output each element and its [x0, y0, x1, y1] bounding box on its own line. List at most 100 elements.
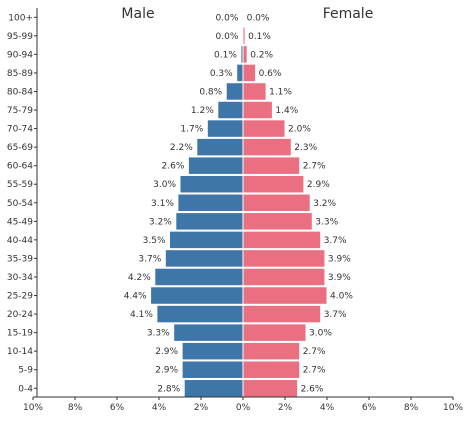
age-group-label: 55-59 — [7, 180, 33, 190]
male-bar-60-64 — [187, 156, 244, 175]
female-value-label: 1.1% — [269, 87, 292, 97]
female-bar-10-14 — [242, 341, 301, 361]
female-value-label: 0.0% — [247, 13, 270, 23]
male-value-label: 0.0% — [216, 32, 239, 42]
male-bar-80-84 — [225, 82, 244, 101]
female-value-label: 3.3% — [315, 217, 338, 227]
male-value-label: 1.2% — [191, 106, 214, 116]
male-bar-0-4 — [183, 379, 244, 398]
male-value-label: 2.2% — [170, 143, 193, 153]
male-value-label: 0.0% — [216, 13, 239, 23]
female-value-label: 1.4% — [275, 106, 298, 116]
male-value-label: 2.6% — [162, 162, 185, 172]
age-group-label: 70-74 — [7, 125, 33, 135]
male-bar-10-14 — [181, 341, 244, 361]
female-value-label: 3.2% — [313, 199, 336, 209]
male-bar-65-69 — [196, 137, 244, 157]
male-value-label: 3.5% — [143, 236, 166, 246]
age-group-label: 80-84 — [7, 87, 33, 97]
x-tick-label: 6% — [362, 403, 377, 413]
female-value-label: 4.0% — [330, 292, 353, 302]
male-bar-15-19 — [173, 323, 244, 342]
female-bar-80-84 — [242, 82, 267, 101]
x-tick-label: 2% — [278, 403, 293, 413]
female-bar-30-34 — [242, 267, 326, 287]
female-bar-100+ — [242, 8, 245, 27]
male-value-label: 4.4% — [124, 292, 147, 302]
x-tick-label: 8% — [68, 403, 83, 413]
x-tick-label: 2% — [194, 403, 209, 413]
female-value-label: 3.7% — [324, 310, 347, 320]
age-group-label: 20-24 — [7, 310, 33, 320]
female-bar-0-4 — [242, 379, 299, 398]
age-group-label: 35-39 — [7, 254, 33, 264]
male-bar-85-89 — [236, 63, 244, 83]
male-bar-20-24 — [156, 304, 244, 324]
female-value-label: 3.9% — [328, 254, 351, 264]
age-group-label: 50-54 — [7, 199, 33, 209]
male-bar-70-74 — [206, 119, 244, 138]
male-value-label: 3.7% — [138, 254, 161, 264]
female-bar-25-29 — [242, 286, 328, 305]
x-tick-label: 8% — [404, 403, 419, 413]
female-header: Female — [323, 6, 374, 22]
female-value-label: 2.9% — [307, 180, 330, 190]
female-bar-40-44 — [242, 230, 322, 250]
female-bar-35-39 — [242, 249, 326, 268]
age-group-label: 5-9 — [18, 366, 33, 376]
x-tick-label: 6% — [110, 403, 125, 413]
male-value-label: 3.2% — [149, 217, 172, 227]
male-value-label: 2.8% — [157, 384, 180, 394]
age-group-label: 65-69 — [7, 143, 33, 153]
female-bar-65-69 — [242, 137, 292, 157]
x-tick-label: 4% — [152, 403, 167, 413]
age-group-label: 30-34 — [7, 273, 33, 283]
female-bar-45-49 — [242, 212, 313, 231]
male-bar-35-39 — [164, 249, 244, 268]
x-tick-label: 4% — [320, 403, 335, 413]
age-group-label: 0-4 — [18, 384, 33, 394]
male-value-label: 2.9% — [155, 347, 178, 357]
age-group-label: 85-89 — [7, 69, 33, 79]
female-value-label: 3.7% — [324, 236, 347, 246]
male-bar-5-9 — [181, 360, 244, 379]
female-value-label: 2.7% — [303, 366, 326, 376]
x-tick-label: 10% — [23, 403, 43, 413]
female-bar-75-79 — [242, 100, 273, 120]
female-bar-50-54 — [242, 193, 311, 213]
male-bar-50-54 — [177, 193, 244, 213]
female-value-label: 0.2% — [250, 50, 273, 60]
female-value-label: 2.7% — [303, 347, 326, 357]
female-value-label: 2.0% — [288, 125, 311, 135]
male-value-label: 0.8% — [199, 87, 222, 97]
male-value-label: 0.3% — [210, 69, 233, 79]
x-tick-label: 0% — [236, 403, 251, 413]
age-group-label: 60-64 — [7, 162, 33, 172]
age-group-label: 45-49 — [7, 217, 33, 227]
female-value-label: 2.6% — [301, 384, 324, 394]
female-bar-85-89 — [242, 63, 257, 83]
female-value-label: 2.7% — [303, 162, 326, 172]
female-value-label: 0.1% — [248, 32, 271, 42]
female-value-label: 3.9% — [328, 273, 351, 283]
male-value-label: 3.0% — [153, 180, 176, 190]
male-value-label: 4.2% — [128, 273, 151, 283]
female-bar-95-99 — [242, 26, 246, 46]
male-bar-40-44 — [169, 230, 244, 250]
female-value-label: 2.3% — [294, 143, 317, 153]
female-bar-15-19 — [242, 323, 307, 342]
male-bar-45-49 — [175, 212, 244, 231]
female-bar-20-24 — [242, 304, 322, 324]
female-bar-5-9 — [242, 360, 301, 379]
male-bar-55-59 — [179, 174, 244, 194]
age-group-label: 75-79 — [7, 106, 33, 116]
age-group-label: 25-29 — [7, 292, 33, 302]
age-group-label: 90-94 — [7, 50, 33, 60]
male-value-label: 4.1% — [130, 310, 153, 320]
female-value-label: 0.6% — [259, 69, 282, 79]
male-value-label: 2.9% — [155, 366, 178, 376]
age-group-label: 100+ — [8, 13, 33, 23]
male-bar-30-34 — [154, 267, 244, 287]
age-group-label: 15-19 — [7, 329, 33, 339]
